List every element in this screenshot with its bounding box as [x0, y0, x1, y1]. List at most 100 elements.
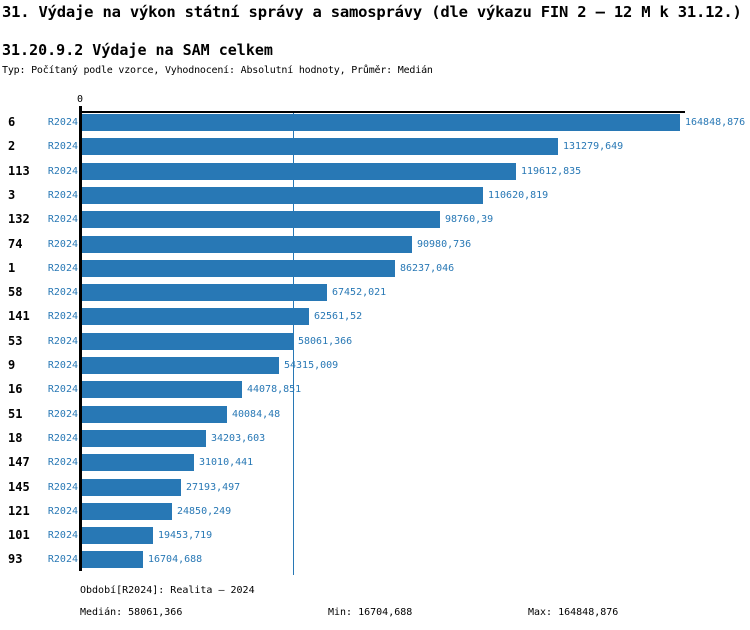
- row-category-label: 16: [8, 382, 23, 397]
- bar: [82, 284, 327, 302]
- chart-title: 31.20.9.2 Výdaje na SAM celkem: [2, 41, 273, 59]
- chart-row: 58 R2024 67452,021: [0, 284, 750, 302]
- bar-value-label: 131279,649: [563, 141, 624, 153]
- chart-row: 93 R2024 16704,688: [0, 551, 750, 569]
- chart-row: 1 R2024 86237,046: [0, 259, 750, 277]
- chart-row: 53 R2024 58061,366: [0, 332, 750, 350]
- chart-row: 113 R2024 119612,835: [0, 162, 750, 180]
- bar-value-label: 54315,009: [284, 360, 339, 371]
- bar: [82, 138, 558, 156]
- bar-value-label: 58061,366: [298, 335, 353, 347]
- row-series-label: R2024: [47, 117, 78, 128]
- chart-row: 147 R2024 31010,441: [0, 454, 750, 472]
- bar: [82, 381, 242, 399]
- row-series-label: R2024: [47, 189, 78, 201]
- bar-value-label: 16704,688: [148, 554, 203, 566]
- bar-value-label: 62561,52: [314, 311, 363, 323]
- row-category-label: 101: [8, 528, 30, 543]
- period-label: Období[R2024]: Realita – 2024: [80, 585, 255, 596]
- bar: [82, 551, 143, 569]
- bar-value-label: 90980,736: [417, 238, 472, 250]
- row-category-label: 132: [8, 212, 30, 227]
- chart-row: 101 R2024 19453,719: [0, 527, 750, 545]
- row-series-label: R2024: [47, 262, 78, 274]
- page-title: 31. Výdaje na výkon státní správy a samo…: [2, 3, 742, 21]
- y-axis-line: [79, 106, 82, 571]
- bar-value-label: 164848,876: [685, 117, 746, 128]
- chart-row: 74 R2024 90980,736: [0, 235, 750, 253]
- median-stat-label: Medián: 58061,366: [80, 607, 183, 618]
- bar: [82, 429, 206, 447]
- bar-value-label: 27193,497: [186, 481, 241, 493]
- row-category-label: 141: [8, 309, 30, 324]
- row-series-label: R2024: [47, 214, 78, 226]
- bar: [82, 405, 227, 423]
- bar: [82, 259, 395, 277]
- bar: [82, 332, 293, 350]
- max-stat-label: Max: 164848,876: [528, 607, 619, 618]
- chart-row: 145 R2024 27193,497: [0, 478, 750, 496]
- row-series-label: R2024: [47, 141, 78, 153]
- row-category-label: 9: [8, 358, 16, 372]
- chart-row: 3 R2024 110620,819: [0, 186, 750, 204]
- bar: [82, 478, 181, 496]
- row-series-label: R2024: [47, 311, 78, 323]
- row-category-label: 121: [8, 503, 30, 518]
- chart-row: 51 R2024 40084,48: [0, 405, 750, 423]
- bar-value-label: 119612,835: [521, 165, 582, 177]
- bar-value-label: 67452,021: [332, 287, 387, 299]
- row-series-label: R2024: [47, 165, 78, 177]
- row-series-label: R2024: [47, 408, 78, 420]
- bar-value-label: 98760,39: [445, 214, 494, 226]
- row-category-label: 3: [8, 187, 16, 202]
- chart-row: 2 R2024 131279,649: [0, 138, 750, 156]
- bar-value-label: 86237,046: [400, 262, 455, 274]
- row-series-label: R2024: [47, 457, 78, 469]
- row-category-label: 145: [8, 479, 30, 494]
- bar: [82, 211, 440, 229]
- row-category-label: 147: [8, 455, 30, 470]
- chart-row: 132 R2024 98760,39: [0, 211, 750, 229]
- axis-origin-tick-label: 0: [76, 94, 84, 105]
- bar-value-label: 40084,48: [232, 408, 281, 420]
- row-category-label: 74: [8, 236, 23, 251]
- bar-value-label: 31010,441: [199, 457, 254, 469]
- median-reference-line: [292, 113, 295, 575]
- bar: [82, 308, 309, 326]
- row-category-label: 58: [8, 285, 23, 300]
- chart-row: 141 R2024 62561,52: [0, 308, 750, 326]
- row-series-label: R2024: [47, 505, 78, 517]
- bar: [82, 235, 412, 253]
- row-series-label: R2024: [47, 360, 78, 371]
- chart-row: 121 R2024 24850,249: [0, 502, 750, 520]
- row-category-label: 51: [8, 406, 23, 421]
- bar: [82, 454, 194, 472]
- bar-value-label: 44078,851: [247, 384, 302, 396]
- chart-meta-info: Typ: Počítaný podle vzorce, Vyhodnocení:…: [2, 65, 433, 76]
- row-series-label: R2024: [47, 238, 78, 250]
- row-category-label: 6: [8, 115, 16, 129]
- bar-value-label: 34203,603: [211, 432, 266, 444]
- chart-row: 16 R2024 44078,851: [0, 381, 750, 399]
- row-category-label: 18: [8, 430, 23, 445]
- row-series-label: R2024: [47, 530, 78, 542]
- bar: [82, 527, 153, 545]
- row-series-label: R2024: [47, 335, 78, 347]
- chart-row: 6 R2024 164848,876: [0, 114, 750, 131]
- bar-value-label: 24850,249: [177, 505, 232, 517]
- row-series-label: R2024: [47, 432, 78, 444]
- min-stat-label: Min: 16704,688: [328, 607, 413, 618]
- chart-row: 18 R2024 34203,603: [0, 429, 750, 447]
- row-category-label: 93: [8, 552, 23, 567]
- row-series-label: R2024: [47, 287, 78, 299]
- bar: [82, 114, 680, 131]
- row-category-label: 2: [8, 139, 16, 154]
- bar: [82, 162, 516, 180]
- x-axis-line: [79, 111, 685, 113]
- bar-value-label: 110620,819: [488, 189, 549, 201]
- bar: [82, 357, 279, 374]
- row-category-label: 53: [8, 333, 23, 348]
- row-series-label: R2024: [47, 384, 78, 396]
- bar: [82, 186, 483, 204]
- row-category-label: 113: [8, 163, 30, 178]
